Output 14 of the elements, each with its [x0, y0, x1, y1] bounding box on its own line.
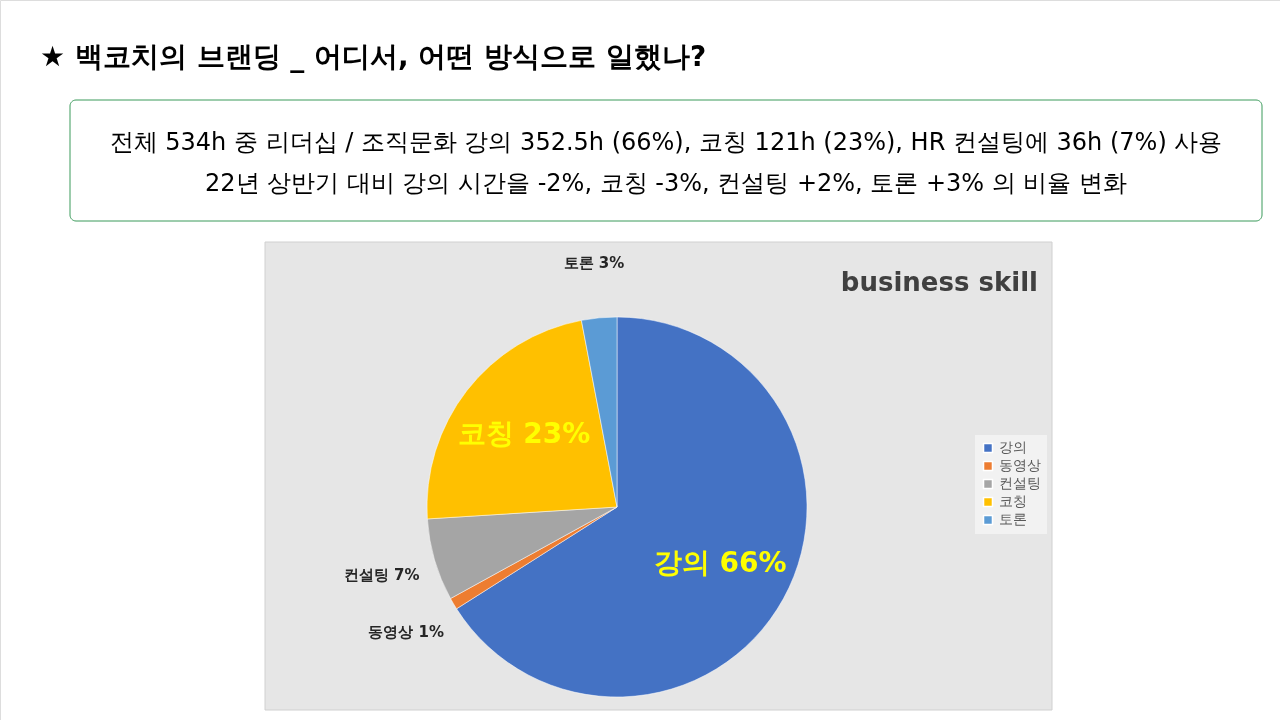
chart-title: ★ 백코치의 브랜딩 _ 어디서, 어떤 방식으로 일했나?	[40, 40, 707, 73]
chart-subtitle: business skill	[840, 267, 1038, 297]
legend-label: 토론	[999, 511, 1027, 527]
legend-label: 컨설팅	[999, 475, 1041, 491]
legend-label: 코칭	[999, 493, 1027, 509]
data-label: 토론 3%	[563, 254, 625, 273]
text: 22년 상반기 대비 강의 시간을 -2%, 코칭 -3%, 컨설팅 +2%, 토론 +3% 의 비율 변화	[204, 169, 1128, 197]
data-label: 동영상 1%	[368, 622, 444, 641]
data-label: 코칭 23%	[457, 416, 591, 450]
legend-label: 동영상	[999, 457, 1041, 473]
data-label: 컨설팅 7%	[343, 566, 420, 585]
data-label: 강의 66%	[653, 545, 787, 579]
text: 전체 534h 중 리더십 / 조직문화 강의 352.5h (66%), 코칭 121h (23%), HR 컨설팅에 36h (7%) 사용	[109, 128, 1223, 156]
legend-label: 강의	[999, 439, 1027, 455]
